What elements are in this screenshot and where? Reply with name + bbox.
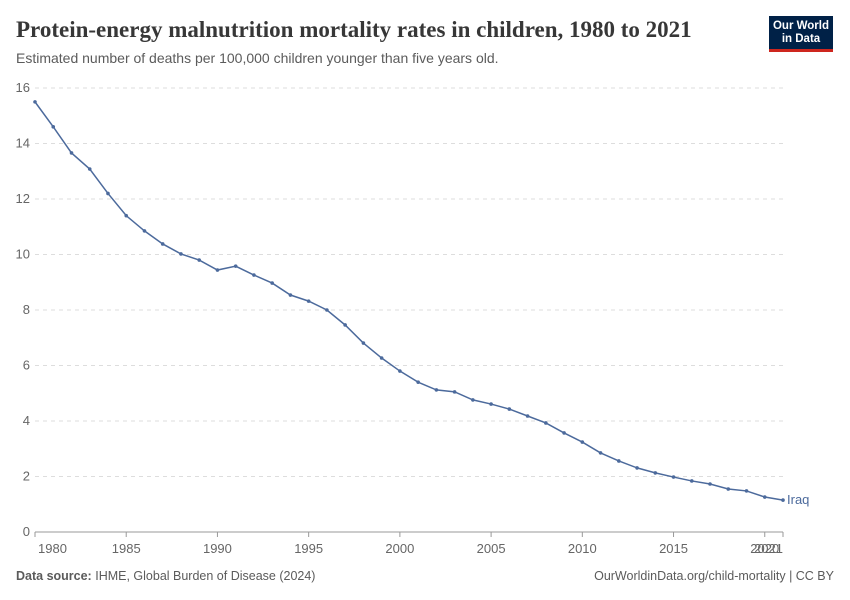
x-tick-label: 2005 (477, 541, 506, 556)
point (379, 356, 384, 360)
point (562, 431, 566, 435)
point (124, 213, 129, 218)
logo-line: in Data (781, 33, 821, 45)
x-tick-label: 2020 (750, 541, 779, 556)
x-tick-label: 2015 (659, 541, 688, 556)
point (33, 100, 37, 104)
point (106, 191, 110, 196)
source-label: Data source: (16, 569, 92, 583)
point (507, 407, 512, 411)
point (398, 369, 402, 373)
point (434, 388, 439, 392)
point (544, 421, 548, 425)
point (270, 281, 274, 285)
y-tick-label: 10 (16, 247, 30, 262)
point (762, 495, 767, 499)
x-tick-label: 2010 (568, 541, 597, 556)
point (471, 398, 475, 402)
point (671, 475, 676, 479)
point (179, 252, 183, 256)
point (51, 125, 56, 129)
line (34, 101, 784, 501)
y-tick-label: 12 (16, 191, 30, 206)
x-tick-label: 1990 (203, 541, 232, 556)
x-tick-label: 1985 (112, 541, 141, 556)
y-tick-label: 14 (16, 136, 30, 151)
point (142, 229, 147, 233)
point (252, 273, 256, 277)
y-tick-label: 6 (23, 358, 30, 373)
point (744, 489, 749, 493)
chart-subtitle: Estimated number of deaths per 100,000 c… (16, 50, 499, 66)
point (708, 482, 712, 486)
point (343, 323, 347, 327)
point (580, 440, 585, 444)
point (325, 308, 329, 312)
chart-title: Protein-energy malnutrition mortality ra… (16, 17, 692, 42)
point (215, 268, 220, 272)
source: Data source: IHME, Global Burden of Dise… (16, 569, 315, 583)
source-text: IHME, Global Burden of Disease (2024) (95, 569, 316, 583)
point (416, 380, 420, 384)
point (617, 459, 621, 463)
point (525, 414, 530, 418)
point (197, 258, 201, 262)
point (489, 402, 493, 406)
y-tick-label: 8 (23, 302, 30, 317)
y-tick-label: 0 (23, 524, 30, 539)
point (781, 498, 785, 502)
point (452, 390, 457, 394)
point (689, 479, 694, 483)
point (726, 487, 731, 491)
x-tick-label: 1995 (294, 541, 323, 556)
y-tick-label: 2 (23, 469, 30, 484)
point (160, 242, 165, 246)
point (653, 471, 658, 475)
point (87, 167, 92, 171)
point (361, 341, 366, 345)
point (306, 299, 311, 303)
logo-line: Our World (772, 20, 829, 32)
x-tick-label: 2000 (385, 541, 414, 556)
credit[interactable]: OurWorldinData.org/child-mortality | CC … (594, 569, 834, 583)
y-tick-label: 4 (23, 413, 30, 428)
point (69, 151, 74, 155)
logo[interactable]: Our World in Data (769, 16, 833, 52)
legend-label: Iraq (787, 492, 809, 507)
point (598, 451, 603, 455)
point (635, 466, 639, 470)
y-tick-label: 16 (16, 80, 30, 95)
point (233, 264, 238, 268)
x-tick-label: 1980 (38, 541, 67, 556)
x-tick-label: 2021 (754, 541, 783, 556)
point (288, 293, 293, 297)
